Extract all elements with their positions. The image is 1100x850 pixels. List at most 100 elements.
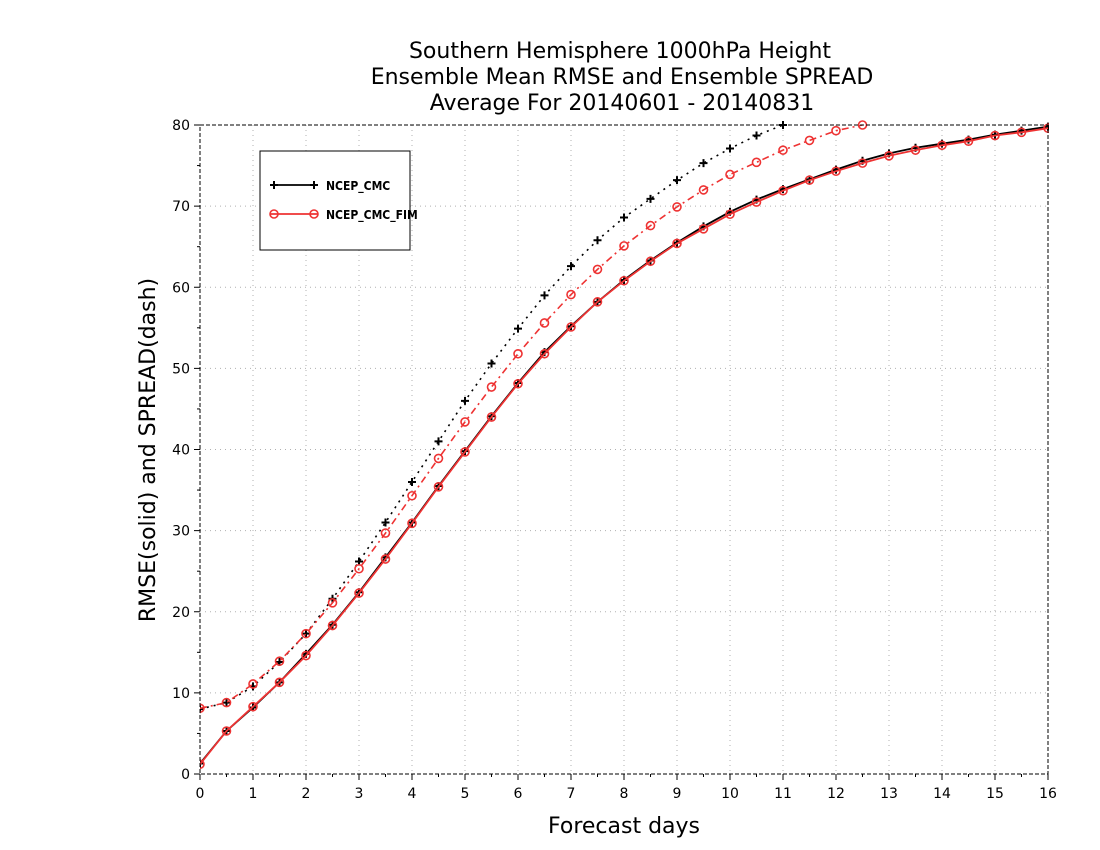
data-point	[910, 145, 921, 155]
x-tick-label: 8	[620, 786, 629, 802]
series-line	[200, 124, 863, 710]
legend-label: NCEP_CMC	[326, 179, 390, 194]
data-point	[778, 145, 788, 155]
data-point	[354, 563, 364, 574]
x-tick-label: 2	[302, 786, 311, 802]
data-point	[200, 703, 205, 714]
data-point	[200, 705, 204, 714]
data-point	[592, 264, 603, 275]
x-tick-label: 15	[986, 786, 1004, 802]
data-point	[673, 176, 681, 185]
data-point	[990, 130, 1000, 141]
y-tick-label: 50	[172, 361, 190, 377]
y-tick-label: 30	[172, 524, 190, 540]
y-tick-label: 10	[172, 686, 190, 702]
data-point	[566, 322, 576, 332]
data-point	[354, 588, 364, 598]
data-point	[434, 437, 443, 446]
data-point	[433, 453, 444, 464]
data-point	[804, 135, 815, 146]
x-axis-title: Forecast days	[548, 814, 700, 839]
x-tick-label: 1	[249, 786, 258, 802]
y-tick-label: 80	[172, 118, 190, 134]
data-point	[672, 238, 682, 249]
chart-title: Southern Hemisphere 1000hPa Height Ensem…	[371, 39, 874, 116]
data-point	[831, 166, 841, 177]
data-point	[221, 697, 232, 708]
y-tick-label: 0	[181, 767, 190, 783]
data-point	[831, 125, 841, 136]
title-line-3: Average For 20140601 - 20140831	[430, 91, 815, 116]
data-point	[698, 224, 709, 234]
data-point	[540, 291, 549, 300]
x-tick-label: 6	[514, 786, 523, 802]
gridlines	[200, 125, 1048, 774]
series-layer	[200, 120, 1049, 770]
data-point	[778, 185, 788, 196]
data-point	[592, 297, 603, 307]
data-point	[645, 220, 656, 231]
legend-marker	[309, 209, 319, 219]
data-point	[646, 194, 655, 203]
data-point	[380, 554, 391, 564]
y-tick-label: 40	[172, 443, 190, 459]
data-point	[698, 185, 709, 195]
data-point	[725, 209, 735, 220]
data-point	[248, 701, 258, 712]
data-point	[486, 382, 497, 392]
x-tick-label: 14	[933, 786, 951, 802]
legend-label: NCEP_CMC_FIM	[326, 208, 418, 223]
axis-ticks: 0 1 2 3 4 5 6 7 8 9 10 11 12 13 14 15 160102030405060708…	[172, 118, 1057, 802]
data-point	[699, 159, 708, 168]
x-tick-label: 9	[673, 786, 682, 802]
legend-item: NCEP_CMC_FIM	[269, 208, 418, 223]
data-point	[619, 275, 629, 286]
data-point	[513, 348, 523, 359]
x-tick-label: 13	[880, 786, 898, 802]
series-line	[200, 127, 1049, 765]
data-point	[619, 241, 629, 251]
data-point	[593, 236, 602, 245]
x-tick-label: 5	[461, 786, 470, 802]
data-point	[1016, 127, 1027, 138]
data-point	[566, 289, 576, 300]
legend-box	[259, 150, 411, 251]
data-point	[514, 324, 522, 333]
data-point	[513, 378, 523, 389]
data-point	[407, 518, 417, 529]
x-tick-label: 16	[1039, 786, 1057, 802]
x-tick-label: 11	[774, 786, 792, 802]
data-point	[327, 620, 338, 631]
data-point	[567, 262, 575, 271]
x-tick-label: 0	[196, 786, 205, 802]
data-point	[381, 518, 390, 527]
data-point	[461, 396, 469, 405]
data-point	[460, 417, 470, 427]
data-point	[327, 598, 338, 608]
data-point	[301, 628, 311, 639]
data-point	[645, 256, 656, 267]
legend-marker	[310, 181, 318, 189]
data-point	[460, 447, 470, 457]
x-tick-label: 10	[721, 786, 739, 802]
data-point	[804, 175, 815, 185]
data-point	[937, 140, 947, 151]
data-point	[884, 151, 894, 161]
data-point	[486, 412, 497, 422]
data-point	[620, 213, 628, 222]
data-point	[433, 482, 444, 492]
data-point	[539, 318, 550, 328]
data-point	[751, 157, 762, 168]
data-point	[539, 348, 550, 359]
x-tick-label: 4	[408, 786, 417, 802]
x-tick-label: 7	[567, 786, 576, 802]
data-point	[963, 136, 974, 147]
data-point	[200, 759, 204, 768]
data-point	[725, 169, 735, 180]
y-tick-label: 60	[172, 280, 190, 296]
legend: NCEP_CMC NCEP_CMC_FIM	[259, 150, 418, 251]
y-tick-label: 70	[172, 199, 190, 215]
x-tick-label: 12	[827, 786, 845, 802]
legend-marker	[269, 209, 279, 219]
